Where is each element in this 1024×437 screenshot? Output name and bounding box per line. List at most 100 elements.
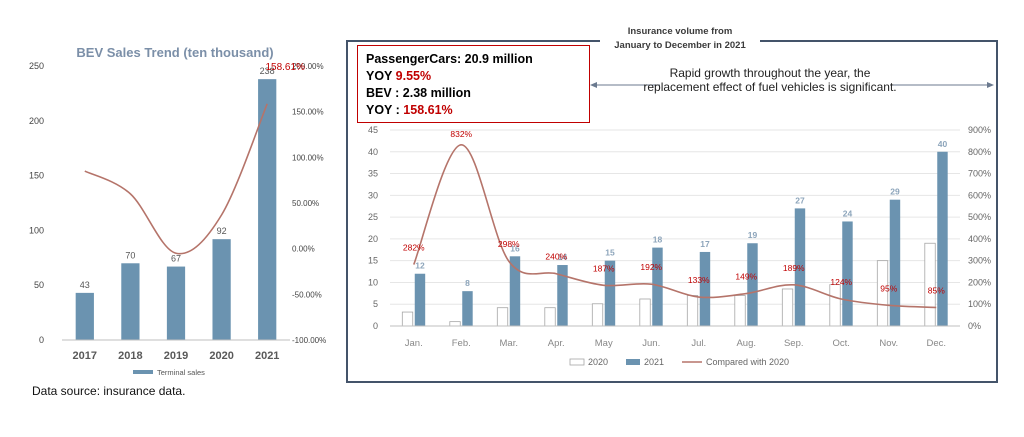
right-y-tick-label: 40 bbox=[368, 147, 378, 157]
right-x-tick-label: Mar. bbox=[500, 338, 518, 349]
growth-note: Rapid growth throughout the year, the re… bbox=[643, 66, 897, 94]
compared-line-label: 282% bbox=[403, 243, 425, 253]
bar-2021-value-label: 40 bbox=[938, 139, 948, 149]
right-x-tick-label: Nov. bbox=[879, 338, 898, 349]
left-y-tick-label: 0 bbox=[39, 335, 44, 345]
bar-2021-Nov. bbox=[889, 199, 901, 326]
insurance-chart-title: Insurance volume from January to Decembe… bbox=[600, 25, 760, 53]
bev-line: BEV : 2.38 million bbox=[366, 86, 471, 100]
left-growth-line bbox=[84, 103, 268, 255]
bar-2020-May bbox=[591, 303, 604, 327]
right-y2-tick-label: 200% bbox=[968, 277, 991, 287]
yoy-label: YOY bbox=[366, 69, 393, 83]
left-bar-2018 bbox=[121, 263, 140, 340]
left-chart-title: BEV Sales Trend (ten thousand) bbox=[76, 45, 273, 60]
left-x-tick-label: 2018 bbox=[118, 350, 142, 362]
left-bar-2017 bbox=[75, 292, 94, 340]
bar-2021-value-label: 16 bbox=[510, 243, 520, 253]
right-x-tick-label: Apr. bbox=[548, 338, 565, 349]
bar-2021-Jul. bbox=[699, 251, 711, 326]
left-bar-value-label: 67 bbox=[171, 254, 181, 264]
right-y2-tick-label: 500% bbox=[968, 212, 991, 222]
left-growth-label: 158.61% bbox=[265, 62, 305, 73]
left-bar-value-label: 43 bbox=[80, 280, 90, 290]
bar-2021-Apr. bbox=[557, 265, 568, 326]
left-bar-2019 bbox=[166, 266, 186, 340]
right-y-tick-label: 15 bbox=[368, 256, 378, 266]
bar-2020-Sep. bbox=[781, 288, 794, 327]
right-y-tick-label: 20 bbox=[368, 234, 378, 244]
bar-2021-Feb. bbox=[462, 291, 473, 326]
bar-2021-Jan. bbox=[414, 273, 426, 326]
right-y2-tick-label: 0% bbox=[968, 321, 981, 331]
bar-2021-value-label: 29 bbox=[890, 187, 900, 197]
compared-line-label: 95% bbox=[880, 283, 897, 293]
right-x-tick-label: Feb. bbox=[452, 338, 471, 349]
left-y-tick-label: 100 bbox=[29, 225, 44, 235]
right-y2-tick-label: 400% bbox=[968, 234, 991, 244]
left-y2-tick-label: 150.00% bbox=[292, 108, 324, 117]
left-bar-value-label: 70 bbox=[125, 250, 135, 260]
bar-2021-value-label: 18 bbox=[653, 235, 663, 245]
insurance-volume-chart: 0 5 10 15 20 25 30 35 40 45 0% 100% 200% 300% 400% 500%… bbox=[368, 125, 991, 367]
bar-2021-value-label: 15 bbox=[605, 248, 615, 258]
left-y-tick-label: 150 bbox=[29, 171, 44, 181]
yoy-bev-label: YOY : bbox=[366, 103, 400, 117]
legend-swatch-2020 bbox=[569, 358, 585, 366]
bar-2020-Oct. bbox=[829, 284, 841, 327]
left-y2-tick-label: 0.00% bbox=[292, 245, 315, 254]
legend-label-2021: 2021 bbox=[644, 357, 664, 367]
left-bar-2020 bbox=[212, 239, 231, 340]
right-y2-tick-label: 600% bbox=[968, 190, 991, 200]
yoy-passenger-value: 9.55% bbox=[395, 69, 432, 83]
bar-2021-value-label: 17 bbox=[700, 239, 710, 249]
right-y-tick-label: 0 bbox=[373, 321, 378, 331]
right-y2-tick-label: 100% bbox=[968, 299, 991, 309]
bar-2020-Nov. bbox=[876, 260, 889, 327]
left-x-tick-label: 2017 bbox=[73, 350, 97, 362]
yoy-bev-line: YOY : 158.61% bbox=[366, 102, 581, 119]
bar-2021-value-label: 12 bbox=[415, 261, 425, 271]
right-x-tick-label: Jun. bbox=[642, 338, 660, 349]
passenger-cars-line: PassengerCars: 20.9 million bbox=[366, 52, 533, 66]
bar-2021-Mar. bbox=[509, 256, 521, 326]
bar-2021-Sep. bbox=[794, 208, 806, 326]
bar-2021-Aug. bbox=[747, 243, 758, 326]
bar-2020-Jun. bbox=[639, 298, 651, 327]
bar-2020-Aug. bbox=[734, 295, 746, 327]
left-y2-tick-label: -50.00% bbox=[292, 290, 322, 299]
compared-line-label: 240% bbox=[545, 252, 567, 262]
left-y-tick-label: 250 bbox=[29, 61, 44, 71]
left-y2-tick-label: 100.00% bbox=[292, 153, 324, 162]
compared-line-label: 85% bbox=[928, 285, 945, 295]
bar-2021-value-label: 27 bbox=[795, 195, 805, 205]
bar-2021-Jun. bbox=[652, 247, 663, 326]
right-y-tick-label: 45 bbox=[368, 125, 378, 135]
yoy-passenger-line: YOY 9.55% bbox=[366, 68, 581, 85]
compared-line-label: 298% bbox=[498, 239, 520, 249]
right-x-tick-label: Jul. bbox=[691, 338, 706, 349]
bar-2021-value-label: 19 bbox=[748, 230, 758, 240]
right-y2-tick-label: 800% bbox=[968, 147, 991, 157]
bar-2020-Jan. bbox=[401, 311, 414, 327]
right-y-tick-label: 35 bbox=[368, 169, 378, 179]
insurance-title-line1: Insurance volume from bbox=[627, 26, 733, 37]
left-y2-tick-label: 200.00% bbox=[292, 62, 324, 71]
left-y-tick-label: 200 bbox=[29, 116, 44, 126]
note-arrows bbox=[590, 82, 994, 88]
right-y2-tick-label: 700% bbox=[968, 169, 991, 179]
compared-line bbox=[413, 144, 937, 309]
bar-2021-Dec. bbox=[937, 151, 948, 326]
legend-label-compared: Compared with 2020 bbox=[706, 357, 789, 367]
right-y-tick-label: 25 bbox=[368, 212, 378, 222]
bar-2020-Feb. bbox=[449, 321, 461, 327]
right-x-tick-label: May bbox=[595, 338, 613, 349]
right-x-tick-label: Sep. bbox=[784, 338, 804, 349]
left-x-tick-label: 2019 bbox=[164, 350, 188, 362]
left-y2-tick-label: 50.00% bbox=[292, 199, 319, 208]
left-bar-value-label: 238 bbox=[260, 66, 275, 76]
compared-line-label: 133% bbox=[688, 275, 710, 285]
right-y2-tick-label: 300% bbox=[968, 256, 991, 266]
right-y-tick-label: 10 bbox=[368, 277, 378, 287]
right-x-tick-label: Oct. bbox=[833, 338, 850, 349]
